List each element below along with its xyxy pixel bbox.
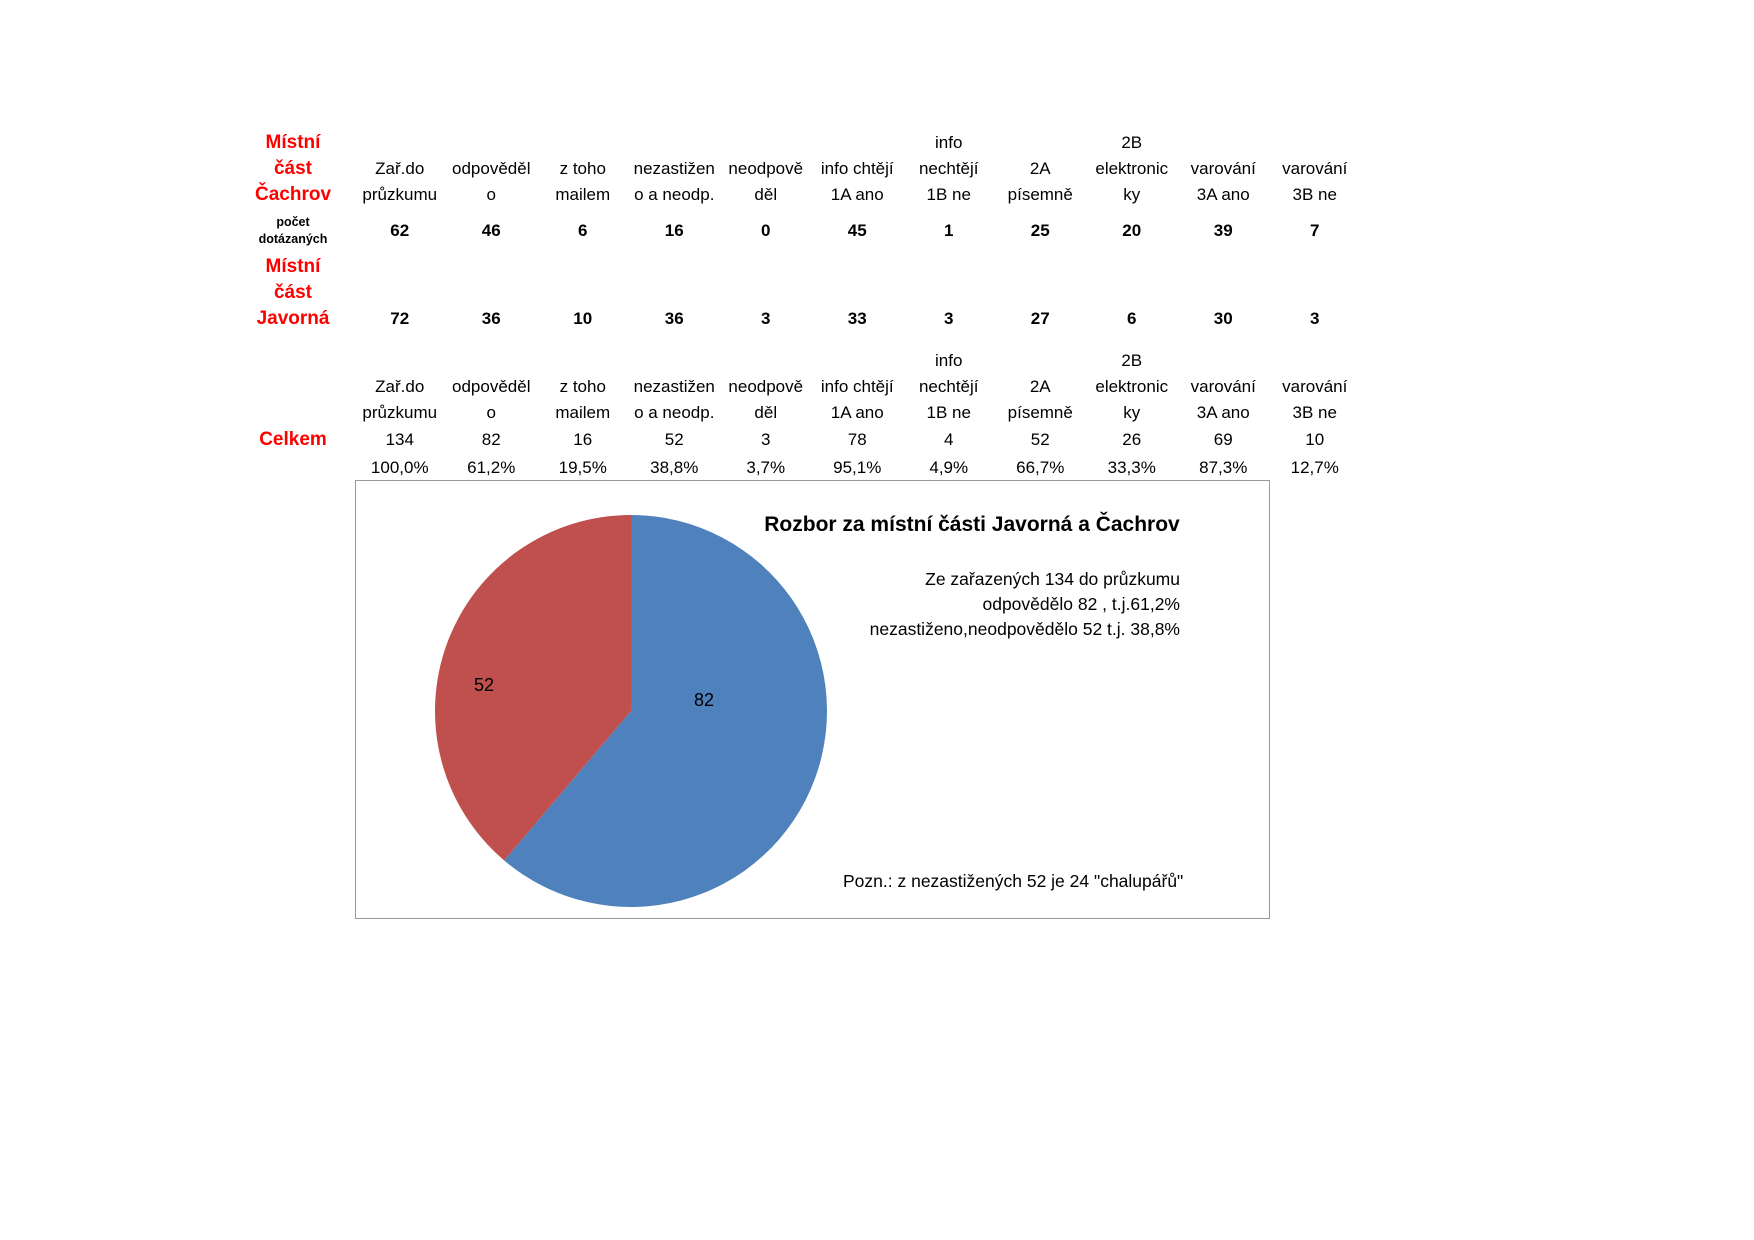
value-cell: 46 — [481, 221, 501, 240]
chart-annotation: Ze zařazených 134 do průzkumu odpovědělo… — [869, 569, 1180, 639]
value-cell: 3 — [761, 430, 771, 449]
col-z-toho-mailem-2: z toho mailem — [555, 377, 611, 422]
value-cell: 10 — [573, 309, 593, 328]
percent-cell: 100,0% — [370, 457, 429, 477]
value-cell: 78 — [847, 430, 867, 449]
col-zar-do-pruzkumu-2: Zař.do průzkumu — [362, 377, 438, 422]
value-cell: 45 — [847, 221, 867, 240]
percent-cell: 61,2% — [467, 457, 516, 477]
percent-cell: 38,8% — [650, 457, 699, 477]
col-2a-pisemne-2: 2A písemně — [1007, 377, 1073, 422]
value-cell: 20 — [1122, 221, 1142, 240]
survey-table: Místní část Čachrov Zař.do průzkumu odpo… — [232, 128, 1361, 481]
value-cell: 69 — [1213, 430, 1233, 449]
pie-chart — [434, 515, 827, 907]
col-odpovedelo-2: odpověděl o — [452, 377, 531, 422]
value-cell: 16 — [664, 221, 684, 240]
value-cell: 62 — [390, 221, 410, 240]
row-label-javorna: Místní část Javorná — [256, 256, 330, 329]
col-info-nechteji-1b-ne: info nechtějí 1B ne — [918, 133, 979, 204]
pie-chart-panel: Rozbor za místní části Javorná a Čachrov… — [355, 480, 1270, 919]
table-header-row-1: Místní část Čachrov Zař.do průzkumu odpo… — [232, 128, 1361, 208]
pie-data-label-odpovedelo: 82 — [694, 690, 715, 710]
percent-cell: 12,7% — [1290, 457, 1339, 477]
col-varovani-3b-ne: varování 3B ne — [1282, 159, 1348, 204]
col-2a-pisemne: 2A písemně — [1007, 159, 1073, 204]
col-nezastizeno-a-neodp-2: nezastižen o a neodp. — [633, 377, 715, 422]
col-2b-elektronicky: 2B elektronic ky — [1095, 133, 1169, 204]
row-label-celkem: Celkem — [259, 429, 327, 450]
value-cell: 72 — [390, 309, 410, 328]
value-cell: 3 — [761, 309, 771, 328]
percent-cell: 3,7% — [746, 457, 786, 477]
chart-note: Pozn.: z nezastižených 52 je 24 "chalupá… — [843, 871, 1184, 891]
col-info-nechteji-1b-ne-2: info nechtějí 1B ne — [918, 351, 979, 422]
percent-cell: 95,1% — [833, 457, 882, 477]
value-cell: 1 — [944, 221, 954, 240]
pie-slice-0 — [504, 515, 827, 907]
value-cell: 39 — [1213, 221, 1233, 240]
col-zar-do-pruzkumu: Zař.do průzkumu — [362, 159, 438, 204]
value-cell: 82 — [481, 430, 501, 449]
col-odpovedelo: odpověděl o — [452, 159, 531, 204]
percent-cell: 4,9% — [929, 457, 969, 477]
col-varovani-3b-ne-2: varování 3B ne — [1282, 377, 1348, 422]
value-cell: 0 — [761, 221, 771, 240]
col-varovani-3a-ano-2: varování 3A ano — [1190, 377, 1256, 422]
value-cell: 16 — [573, 430, 593, 449]
col-2b-elektronicky-2: 2B elektronic ky — [1095, 351, 1169, 422]
value-cell: 36 — [481, 309, 501, 328]
value-cell: 26 — [1122, 430, 1142, 449]
table-row-cachrov: počet dotázaných 62 46 6 16 0 45 1 25 20… — [232, 208, 1361, 254]
col-nezastizeno-a-neodp: nezastižen o a neodp. — [633, 159, 715, 204]
percent-cell: 87,3% — [1199, 457, 1248, 477]
value-cell: 3 — [944, 309, 954, 328]
percent-cell: 33,3% — [1107, 457, 1156, 477]
row-label-cachrov: Místní část Čachrov — [254, 132, 332, 205]
table-row-percents: 100,0% 61,2% 19,5% 38,8% 3,7% 95,1% 4,9%… — [232, 454, 1361, 481]
table-header-row-2: Zař.do průzkumu odpověděl o z toho maile… — [232, 344, 1361, 426]
col-neodpovedel-2: neodpově děl — [728, 377, 804, 422]
value-cell: 33 — [847, 309, 867, 328]
value-cell: 52 — [664, 430, 684, 449]
col-z-toho-mailem: z toho mailem — [555, 159, 611, 204]
value-cell: 27 — [1030, 309, 1050, 328]
value-cell: 4 — [944, 430, 954, 449]
percent-cell: 19,5% — [558, 457, 607, 477]
value-cell: 36 — [664, 309, 684, 328]
value-cell: 7 — [1310, 221, 1320, 240]
value-cell: 25 — [1030, 221, 1050, 240]
pie-data-label-nezastizeno: 52 — [474, 675, 495, 695]
table-row-celkem: Celkem 134 82 16 52 3 78 4 52 26 69 10 — [232, 426, 1361, 454]
pie-slice-1 — [434, 515, 631, 861]
row-sublabel-pocet-dotazanych: počet dotázaných — [258, 215, 328, 246]
col-info-chteji-1a-ano-2: info chtějí 1A ano — [820, 377, 894, 422]
value-cell: 30 — [1213, 309, 1233, 328]
value-cell: 6 — [1127, 309, 1137, 328]
value-cell: 10 — [1305, 430, 1325, 449]
col-varovani-3a-ano: varování 3A ano — [1190, 159, 1256, 204]
value-cell: 134 — [385, 430, 414, 449]
value-cell: 3 — [1310, 309, 1320, 328]
value-cell: 52 — [1030, 430, 1050, 449]
value-cell: 6 — [578, 221, 588, 240]
chart-title: Rozbor za místní části Javorná a Čachrov — [764, 513, 1180, 536]
percent-cell: 66,7% — [1016, 457, 1065, 477]
table-row-javorna: Místní část Javorná 72 36 10 36 3 33 3 2… — [232, 254, 1361, 332]
col-neodpovedel: neodpově děl — [728, 159, 804, 204]
col-info-chteji-1a-ano: info chtějí 1A ano — [820, 159, 894, 204]
